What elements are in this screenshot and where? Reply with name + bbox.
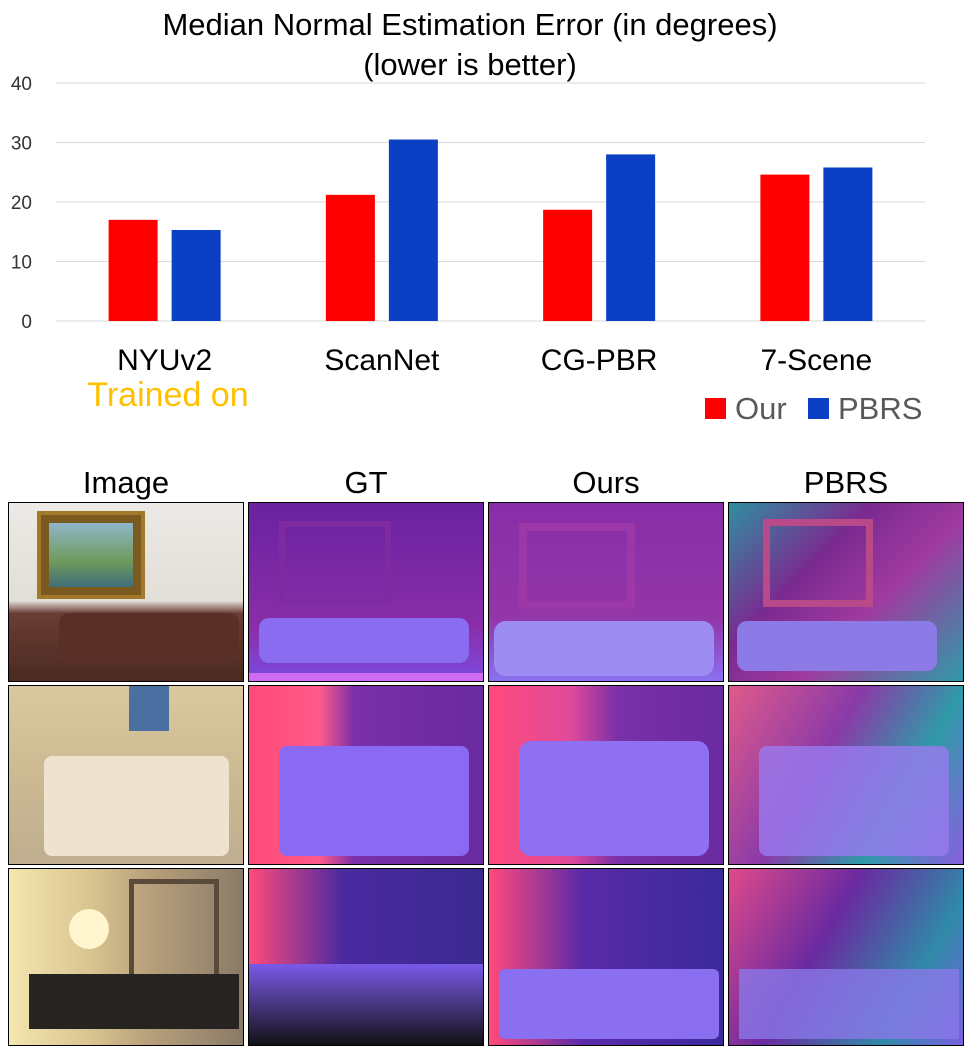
ours-normal-bedroom	[488, 685, 724, 865]
category-label: 7-Scene	[761, 344, 873, 377]
bed-shape	[44, 756, 229, 856]
legend-swatch-our	[705, 398, 726, 419]
column-header-ours: Ours	[572, 465, 640, 500]
y-axis-ticks: 0 10 20 30 40	[11, 74, 32, 333]
ours-normal-desk	[488, 868, 724, 1046]
column-header-gt: GT	[344, 465, 388, 500]
y-tick-label: 20	[11, 193, 32, 214]
column-header-pbrs: PBRS	[803, 465, 889, 500]
bar-our-cg-pbr	[543, 209, 593, 321]
bar-our-7-scene	[760, 174, 810, 321]
legend-swatch-pbrs	[808, 398, 829, 419]
gt-normal-bedroom	[248, 685, 484, 865]
rgb-image-bedroom	[8, 685, 244, 865]
chart-subtitle: (lower is better)	[363, 47, 577, 82]
bar-our-nyuv2	[108, 219, 158, 321]
x-axis-categories: NYUv2 ScanNet CG-PBR 7-Scene	[117, 344, 872, 377]
window-shape	[129, 686, 169, 731]
bar-pbrs-scannet	[388, 139, 438, 321]
category-label: CG-PBR	[541, 344, 658, 377]
gt-normal-desk	[248, 868, 484, 1046]
category-label: NYUv2	[117, 344, 212, 377]
pbrs-normal-desk	[728, 868, 964, 1046]
bar-pbrs-7-scene	[823, 167, 873, 321]
column-header-image: Image	[82, 465, 170, 500]
y-tick-label: 0	[21, 312, 32, 333]
ours-normal-living-room	[488, 502, 724, 682]
legend-label-our: Our	[735, 391, 787, 426]
bar-our-scannet	[325, 194, 375, 321]
bar-chart: Median Normal Estimation Error (in degre…	[11, 7, 925, 426]
bars	[108, 139, 873, 321]
legend: Our PBRS	[705, 391, 922, 426]
y-tick-label: 40	[11, 74, 32, 95]
pbrs-normal-living-room	[728, 502, 964, 682]
rgb-image-desk	[8, 868, 244, 1046]
legend-label-pbrs: PBRS	[838, 391, 922, 426]
category-label: ScanNet	[324, 344, 440, 377]
sofa-shape	[59, 613, 239, 663]
gt-normal-living-room	[248, 502, 484, 682]
trained-on-annotation: Trained on	[87, 376, 248, 414]
bar-pbrs-nyuv2	[171, 229, 221, 321]
lamp-shape	[69, 909, 109, 949]
pbrs-normal-bedroom	[728, 685, 964, 865]
desk-shape	[29, 974, 239, 1029]
bar-pbrs-cg-pbr	[606, 154, 656, 321]
y-tick-label: 30	[11, 134, 32, 155]
y-tick-label: 10	[11, 253, 32, 274]
chart-title: Median Normal Estimation Error (in degre…	[162, 7, 777, 42]
painting-frame	[37, 511, 145, 599]
rgb-image-living-room	[8, 502, 244, 682]
